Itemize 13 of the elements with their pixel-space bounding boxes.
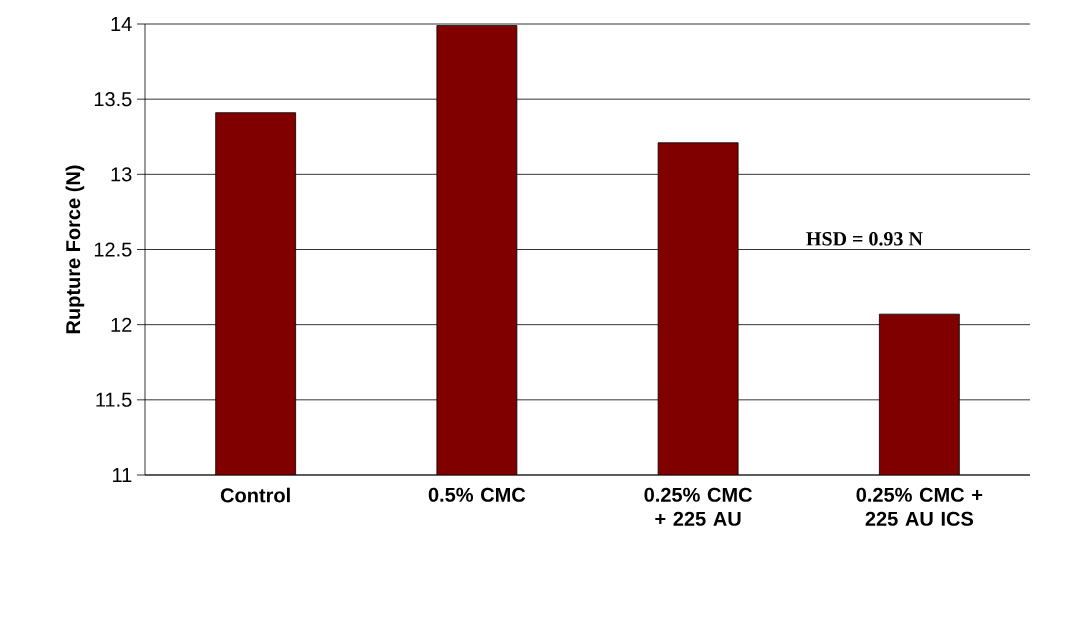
y-tick-label: 12.5: [94, 242, 132, 257]
x-tick-label: Control: [220, 487, 290, 503]
y-tick-label: 11.5: [96, 392, 132, 407]
annotation: HSD = 0.93 N: [806, 232, 923, 246]
x-tick-label: 0.25% CMC + 225 AU ICS: [856, 487, 983, 526]
x-tick-label: 0.25% CMC + 225 AU: [644, 487, 753, 526]
y-tick-label: 11: [113, 468, 132, 482]
y-tick-label: 14: [111, 17, 132, 31]
y-axis-title: Rupture Force (N): [65, 165, 85, 334]
x-tick-label: 0.5% CMC: [428, 487, 526, 502]
y-tick-label: 13: [111, 167, 132, 182]
y-tick-label: 13.5: [94, 92, 132, 107]
y-tick-label: 12: [111, 317, 132, 332]
